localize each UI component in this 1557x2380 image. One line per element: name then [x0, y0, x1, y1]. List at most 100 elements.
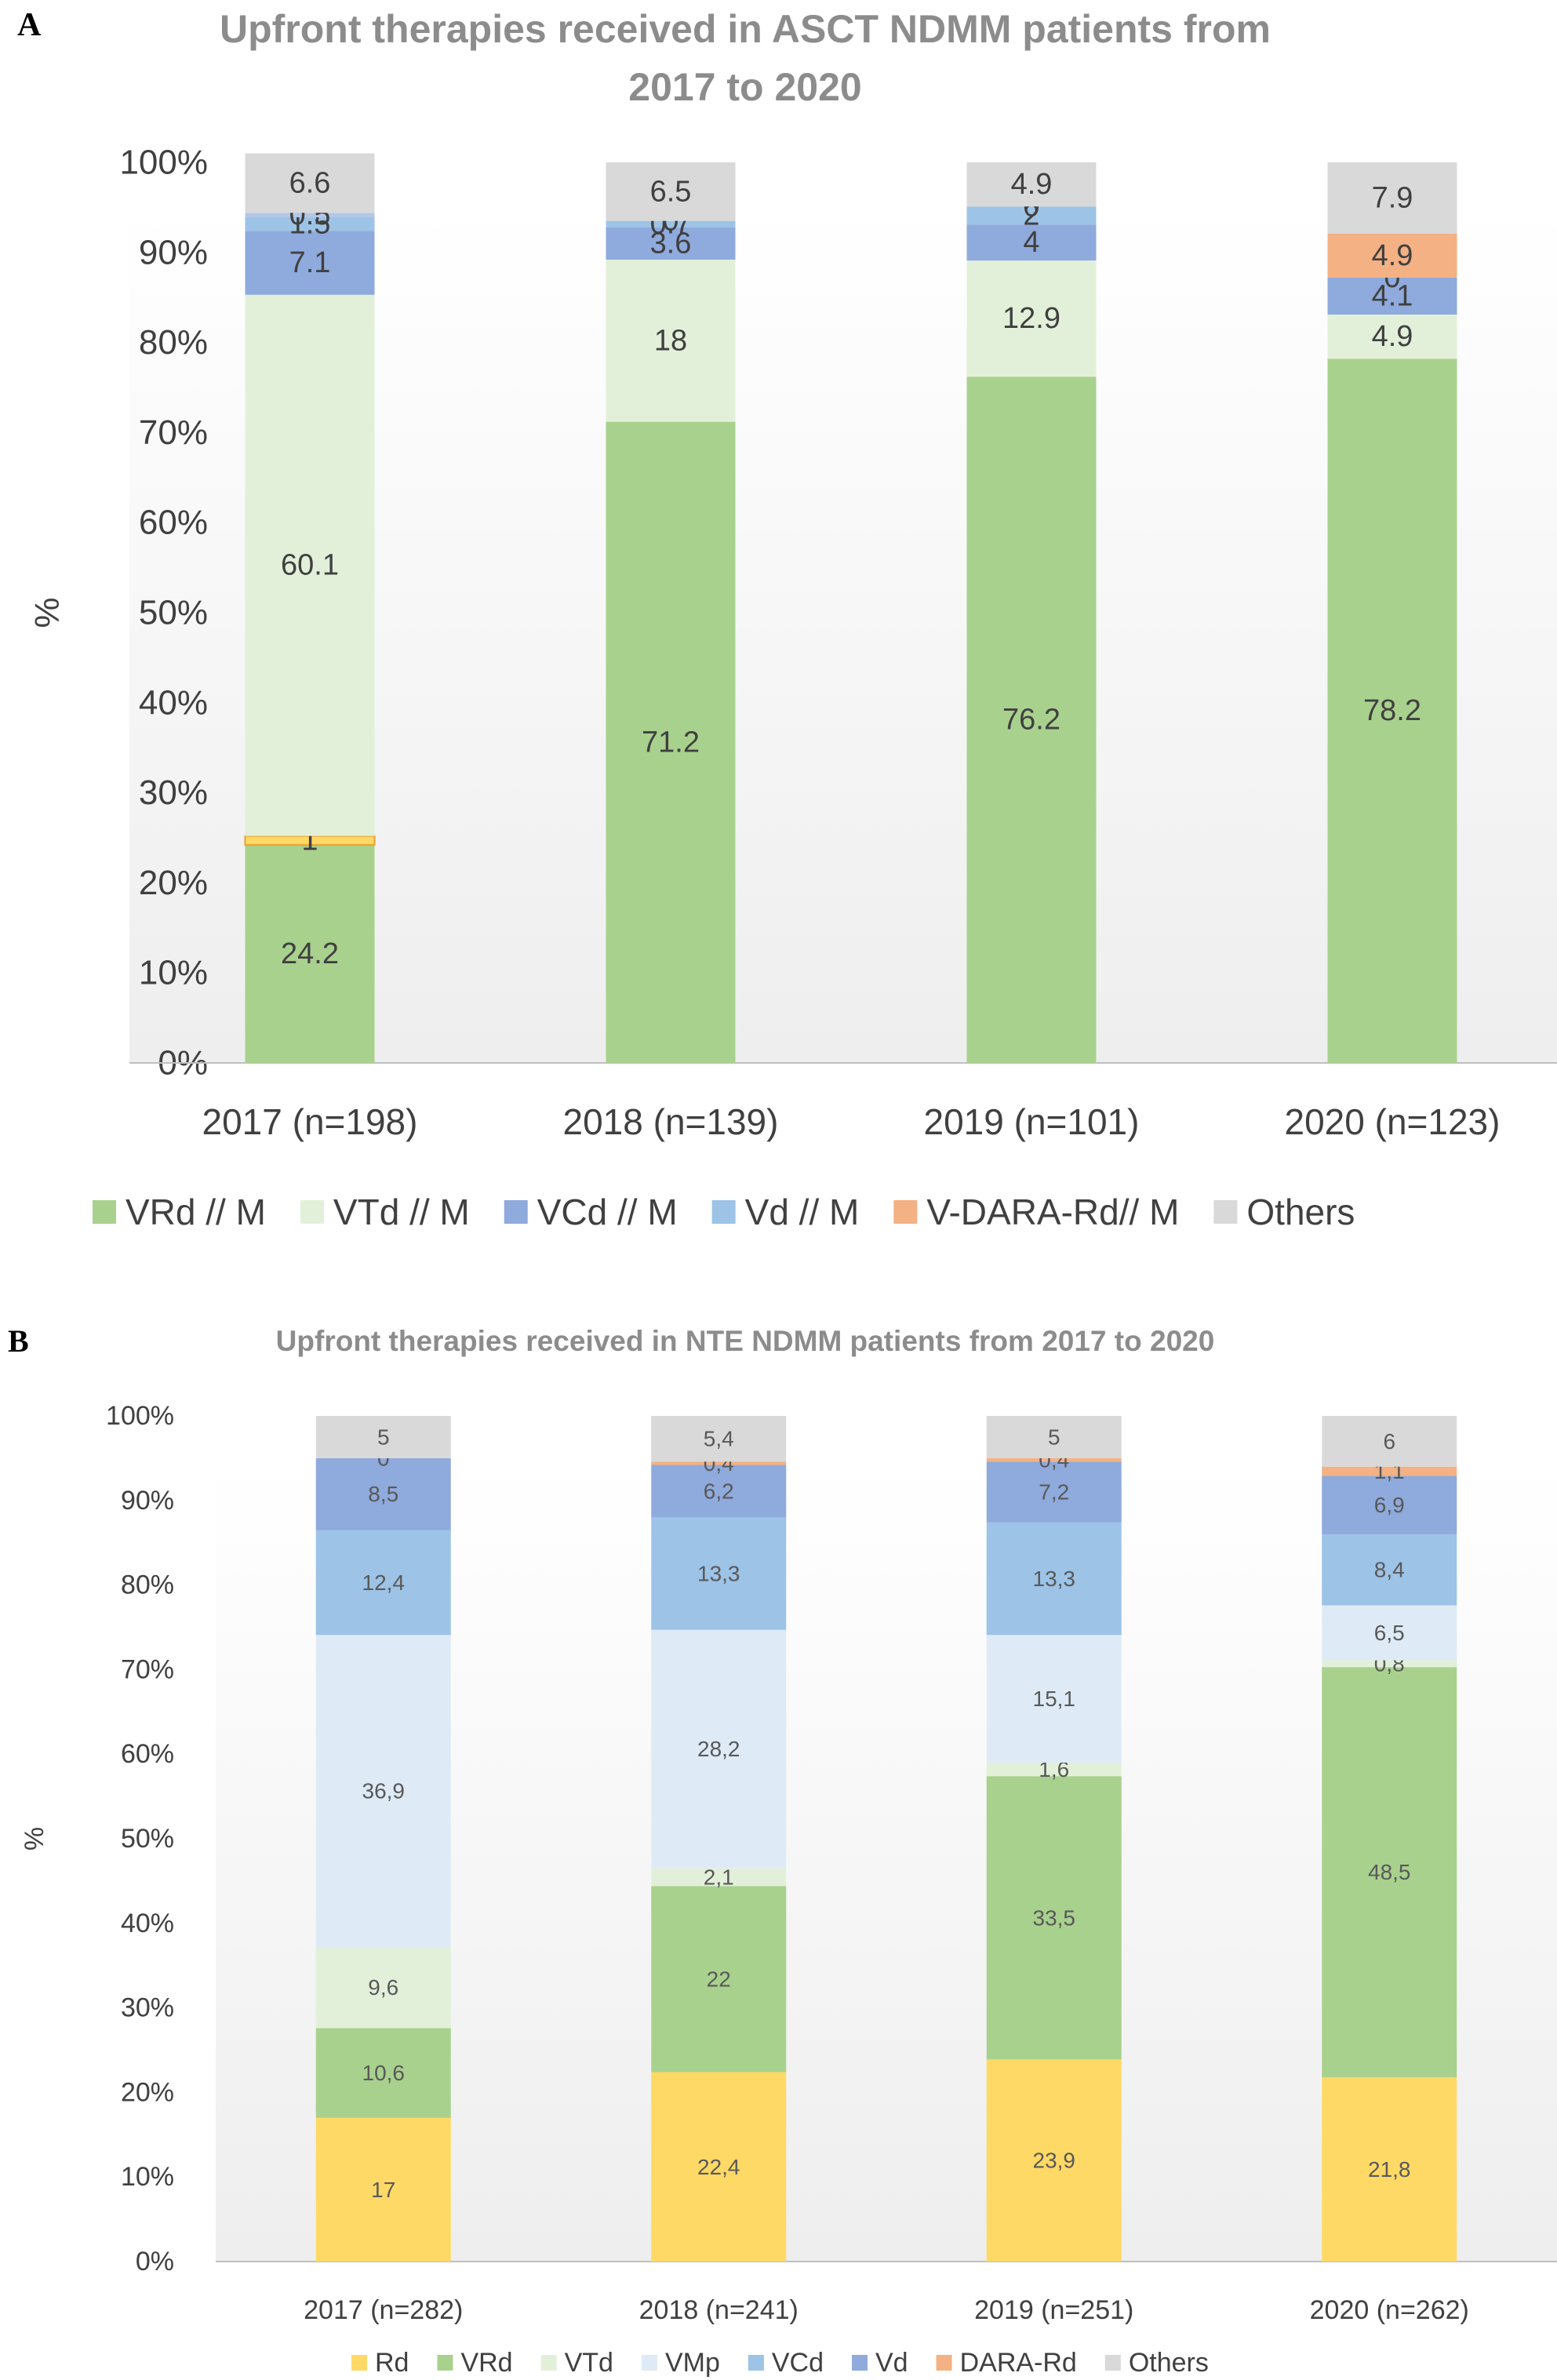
- y-tick-label: 30%: [121, 1993, 174, 2023]
- data-label: 12,4: [362, 1570, 406, 1595]
- chart-panel-b: B Upfront therapies received in NTE NDMM…: [0, 1286, 1557, 2380]
- bar-segment: [606, 259, 736, 422]
- y-tick-label: 30%: [139, 773, 208, 812]
- chart-title-line-1: Upfront therapies received in ASCT NDMM …: [220, 7, 1271, 51]
- legend-swatch: [540, 2355, 557, 2371]
- data-label: 7,2: [1039, 1480, 1069, 1505]
- panel-label: B: [8, 1323, 29, 1359]
- data-label: 5,4: [704, 1427, 734, 1451]
- y-tick-label: 20%: [121, 2077, 174, 2107]
- bar-segment: [966, 224, 1097, 261]
- legend-label: VRd: [460, 2348, 512, 2378]
- bar-segment: [1327, 277, 1457, 315]
- legend-swatch: [936, 2355, 952, 2371]
- x-tick-label: 2018 (n=139): [563, 1101, 779, 1142]
- y-tick-label: 70%: [121, 1654, 174, 1684]
- stacked-bar-chart-nte: 0% 10% 20% 30% 40% 50% 60% 70% 80% 90% 100%% 17 10,6…: [20, 1401, 1557, 2378]
- legend-label: VMp: [665, 2348, 720, 2378]
- x-tick-label: 2020 (n=123): [1285, 1101, 1501, 1142]
- legend-label: V-DARA-Rd// M: [926, 1192, 1179, 1232]
- data-label: 4.9: [1011, 168, 1053, 201]
- bar-segment: [651, 1461, 787, 1465]
- bar-segment: [986, 1776, 1122, 2060]
- bar-segment: [315, 2028, 451, 2118]
- bar-stack: 76.212.94204.9: [966, 162, 1097, 1063]
- data-label: 21,8: [1368, 2157, 1411, 2182]
- bar-segment: [1327, 358, 1457, 1063]
- data-label: 8,4: [1374, 1558, 1405, 1582]
- legend-swatch: [504, 1200, 528, 1224]
- data-label: 4.1: [1372, 279, 1413, 312]
- bar-segment: [651, 1886, 787, 2072]
- legend-label: VTd // M: [333, 1192, 470, 1232]
- bar-segment: [606, 421, 736, 1063]
- bar-segment: [245, 231, 375, 295]
- bar-segment: [245, 294, 375, 836]
- legend-swatch: [852, 2355, 868, 2371]
- y-tick-label: 10%: [139, 954, 208, 992]
- data-label: 4.9: [1372, 320, 1413, 353]
- stacked-bar-chart-asct: 0%10%20%30%40%50%60%70%80%90%100%%24.216…: [28, 144, 1557, 1232]
- legend-label: VCd: [772, 2348, 824, 2378]
- bar-segment: [1327, 162, 1457, 234]
- data-label: 7.1: [289, 246, 331, 279]
- legend-swatch: [641, 2355, 657, 2371]
- legend-label: VTd: [565, 2348, 613, 2378]
- legend-swatch: [93, 1200, 116, 1224]
- bar-segment: [315, 1416, 451, 1458]
- bar-segment: [1322, 2076, 1457, 2262]
- bar-segment: [1322, 1660, 1457, 1668]
- data-label: 9,6: [368, 1975, 398, 2000]
- bar-stack: 21,848,50,86,58,46,91,16: [1322, 1416, 1457, 2262]
- x-tick-label: 2018 (n=241): [639, 2295, 799, 2325]
- chart-panel-a: A Upfront therapies received in ASCT NDM…: [17, 7, 1557, 1232]
- bar-segment: [986, 1461, 1122, 1523]
- data-label: 4: [1023, 226, 1039, 259]
- y-tick-label: 20%: [139, 864, 208, 902]
- legend-label: DARA-Rd: [960, 2348, 1077, 2378]
- data-label: 3.6: [650, 227, 692, 260]
- legend-label: Vd // M: [745, 1192, 860, 1232]
- bar-segment: [245, 217, 375, 231]
- legend-swatch: [711, 1200, 736, 1224]
- bar-segment: [986, 1522, 1122, 1636]
- legend-label: Others: [1129, 2348, 1209, 2378]
- data-label: 13,3: [697, 1562, 740, 1586]
- bar-segment: [315, 1457, 451, 1530]
- data-label: 6,2: [704, 1479, 734, 1503]
- y-tick-label: 80%: [121, 1570, 174, 1600]
- y-tick-label: 70%: [139, 413, 208, 452]
- bar-segment: [315, 1946, 451, 2029]
- bar-segment: [651, 1517, 787, 1630]
- bar-segment: [966, 260, 1097, 377]
- data-label: 76.2: [1002, 704, 1060, 737]
- legend-label: Rd: [375, 2348, 409, 2378]
- data-label: 24.2: [281, 937, 339, 970]
- y-tick-label: 50%: [139, 594, 208, 632]
- data-label: 71.2: [642, 726, 700, 759]
- x-tick-label: 2019 (n=101): [924, 1101, 1140, 1142]
- y-tick-label: 0%: [136, 2247, 174, 2276]
- y-tick-label: 40%: [139, 683, 208, 722]
- bar-segment: [1327, 233, 1457, 278]
- data-label: 6,5: [1374, 1621, 1405, 1645]
- bar-segment: [1327, 315, 1457, 359]
- data-label: 2: [1023, 199, 1039, 232]
- x-tick-label: 2017 (n=282): [304, 2295, 463, 2325]
- legend-swatch: [351, 2355, 367, 2371]
- data-label: 78.2: [1363, 694, 1421, 727]
- y-tick-label: 40%: [121, 1909, 174, 1938]
- bar-segment: [606, 220, 736, 227]
- data-label: 36,9: [362, 1779, 406, 1803]
- x-tick-label: 2019 (n=251): [974, 2295, 1133, 2325]
- legend-swatch: [1104, 2355, 1121, 2371]
- bar-segment: [1322, 1667, 1457, 2077]
- bar-segment: [986, 1635, 1122, 1763]
- data-label: 22,4: [697, 2155, 740, 2179]
- bar-segment: [245, 845, 375, 1063]
- chart-title-line-1: Upfront therapies received in NTE NDMM p…: [275, 1325, 1215, 1357]
- bar-segment: [651, 2072, 787, 2262]
